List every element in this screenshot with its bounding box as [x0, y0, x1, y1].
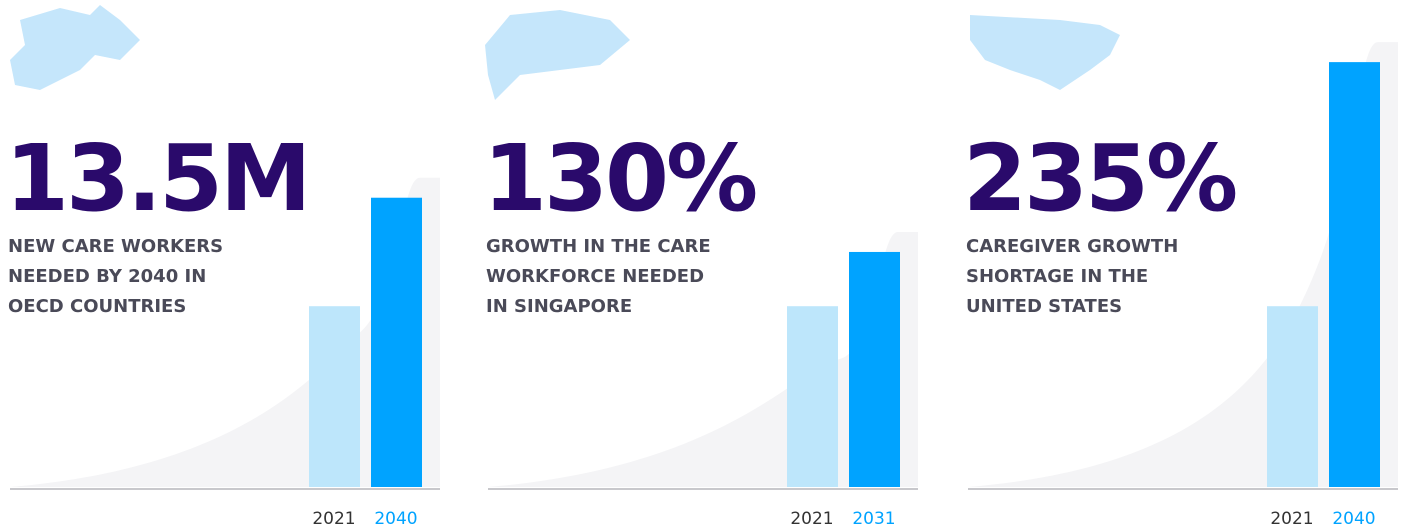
year-label: 2040	[374, 509, 417, 529]
year-label: 2031	[852, 509, 895, 529]
description-line: OECD COUNTRIES	[8, 296, 186, 317]
map-usa	[970, 15, 1120, 90]
stat: 13.5M	[5, 125, 309, 232]
map-europe	[10, 5, 140, 90]
bar	[309, 306, 360, 487]
bar	[787, 306, 838, 487]
description-line: UNITED STATES	[966, 296, 1122, 317]
bar	[1267, 306, 1318, 487]
year-label: 2021	[312, 509, 355, 529]
description-line: SHORTAGE IN THE	[966, 266, 1148, 287]
bar	[1329, 62, 1380, 488]
map-singapore	[485, 10, 630, 100]
bar	[371, 197, 422, 487]
year-label: 2021	[790, 509, 833, 529]
stat: 130%	[483, 125, 756, 232]
year-label: 2021	[1270, 509, 1313, 529]
year-label: 2040	[1332, 509, 1375, 529]
description-line: WORKFORCE NEEDED	[486, 266, 704, 287]
description-line: NEW CARE WORKERS	[8, 236, 223, 257]
description-line: IN SINGAPORE	[486, 296, 632, 317]
description-line: NEEDED BY 2040 IN	[8, 266, 206, 287]
stat: 235%	[963, 125, 1236, 232]
bar	[849, 251, 900, 487]
description-line: CAREGIVER GROWTH	[966, 236, 1178, 257]
description-line: GROWTH IN THE CARE	[486, 236, 711, 257]
